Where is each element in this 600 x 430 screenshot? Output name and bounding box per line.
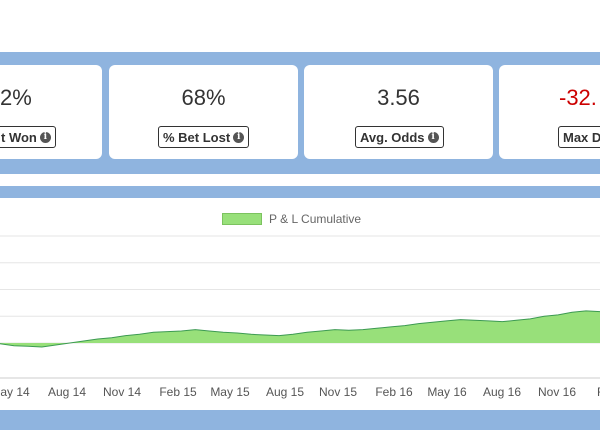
x-tick-label: Aug 15 [266,385,304,399]
legend-label: P & L Cumulative [269,212,362,226]
stat-card-bets-lost: 68% % Bet Lost i [109,65,298,159]
x-tick-label: May 15 [210,385,250,399]
x-tick-label: Aug 16 [483,385,521,399]
x-tick-label: Nov 16 [538,385,576,399]
stat-label-button[interactable]: Avg. Odds i [355,126,444,148]
stat-label-button[interactable]: t Won i [0,126,56,148]
info-icon[interactable]: i [233,131,245,143]
x-tick-label: May 16 [427,385,467,399]
x-tick-label: Feb 16 [375,385,413,399]
chart-legend[interactable]: P & L Cumulative [222,212,361,226]
x-tick-label: Aug 14 [48,385,86,399]
stat-card-bets-won: 2% t Won i [0,65,102,159]
x-tick-label: Nov 14 [103,385,141,399]
pl-line-series [0,310,600,348]
stat-label-text: % Bet Lost [163,129,231,145]
stat-value: 3.56 [377,85,420,110]
info-icon[interactable]: i [39,131,51,143]
stat-card-max-drawdown: -32. Max D [499,65,600,159]
x-tick-label: F [597,385,600,399]
stat-card-avg-odds: 3.56 Avg. Odds i [304,65,493,159]
stat-value: 68% [181,85,226,110]
x-tick-label: ay 14 [0,385,30,399]
info-icon[interactable]: i [427,131,439,143]
stat-label-text: Avg. Odds [360,129,425,145]
stat-label-text: Max D [563,129,600,145]
footer-band [0,410,600,430]
chart-plot: ay 14 Aug 14 Nov 14 Feb 15 May 15 Aug 15 Nov 1… [0,235,600,399]
stat-label-button[interactable]: % Bet Lost i [158,126,250,148]
stat-value: -32. [559,85,597,110]
stat-value: 2% [0,85,32,110]
pl-chart: P & L Cumulative ay 14 Aug 14 Nov 14 Feb 15… [0,198,600,410]
x-tick-label: Nov 15 [319,385,357,399]
x-tick-label: Feb 15 [159,385,197,399]
stat-label-text: t Won [1,129,37,145]
chart-header-band [0,186,600,198]
stat-label-button[interactable]: Max D [558,126,600,148]
pl-area-series [0,310,600,347]
legend-swatch [222,213,262,225]
